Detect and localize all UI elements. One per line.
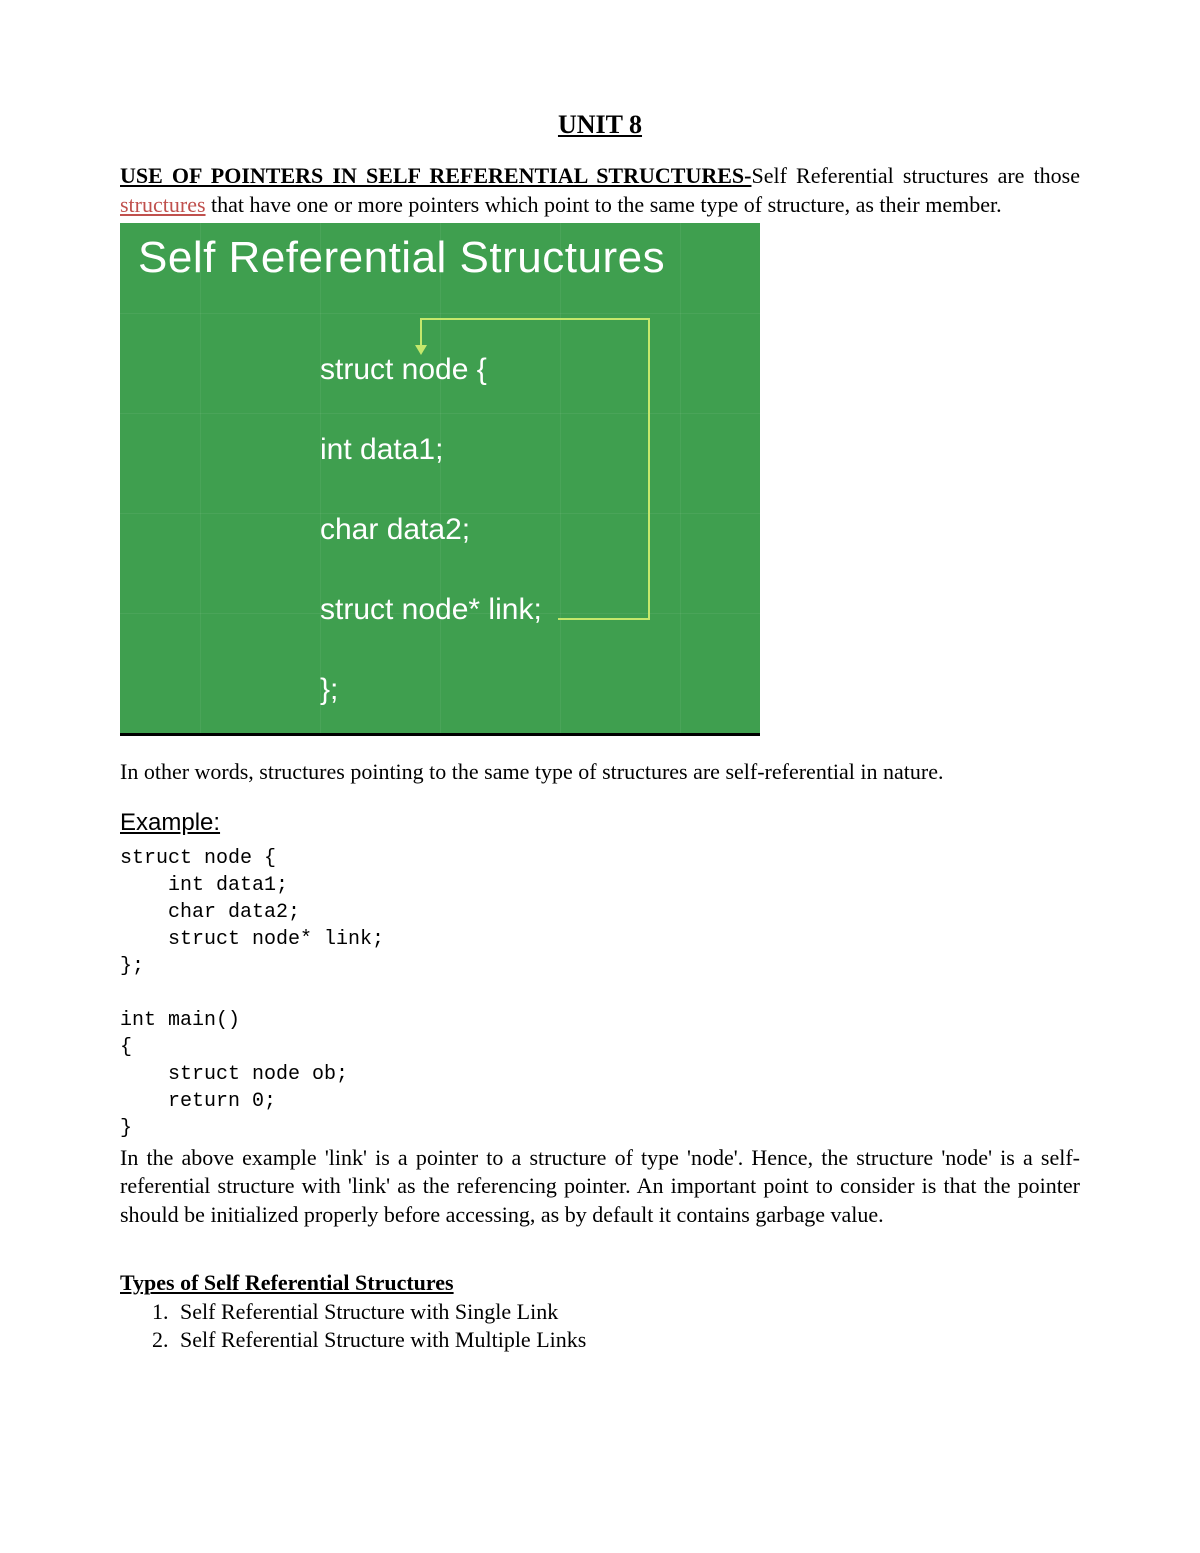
paragraph-after-diagram: In other words, structures pointing to t… [120,758,1080,787]
unit-title: UNIT 8 [120,110,1080,140]
arrow-segment [558,618,650,620]
intro-text-after: that have one or more pointers which poi… [206,192,1002,217]
list-item: Self Referential Structure with Multiple… [174,1326,1080,1355]
diagram-line-2: int data1; [320,433,443,467]
structures-link[interactable]: structures [120,192,206,217]
types-heading: Types of Self Referential Structures [120,1270,1080,1296]
diagram-line-5: }; [320,673,338,707]
self-referential-diagram: Self Referential Structures struct node … [120,223,760,736]
page: UNIT 8 USE OF POINTERS IN SELF REFERENTI… [0,0,1200,1553]
intro-paragraph: USE OF POINTERS IN SELF REFERENTIAL STRU… [120,162,1080,219]
types-list: Self Referential Structure with Single L… [120,1298,1080,1355]
code-example: struct node { int data1; char data2; str… [120,845,1080,1142]
arrow-head-icon [415,345,427,355]
arrow-segment [420,318,650,320]
arrow-segment [420,318,422,348]
explanation-paragraph: In the above example 'link' is a pointer… [120,1144,1080,1230]
diagram-line-1: struct node { [320,353,487,387]
intro-heading: USE OF POINTERS IN SELF REFERENTIAL STRU… [120,163,751,188]
diagram-line-4: struct node* link; [320,593,542,627]
intro-text-before: Self Referential structures are those [751,163,1080,188]
diagram-line-3: char data2; [320,513,470,547]
list-item: Self Referential Structure with Single L… [174,1298,1080,1327]
diagram-title: Self Referential Structures [138,233,665,283]
arrow-segment [648,318,650,618]
example-label: Example: [120,809,1080,837]
